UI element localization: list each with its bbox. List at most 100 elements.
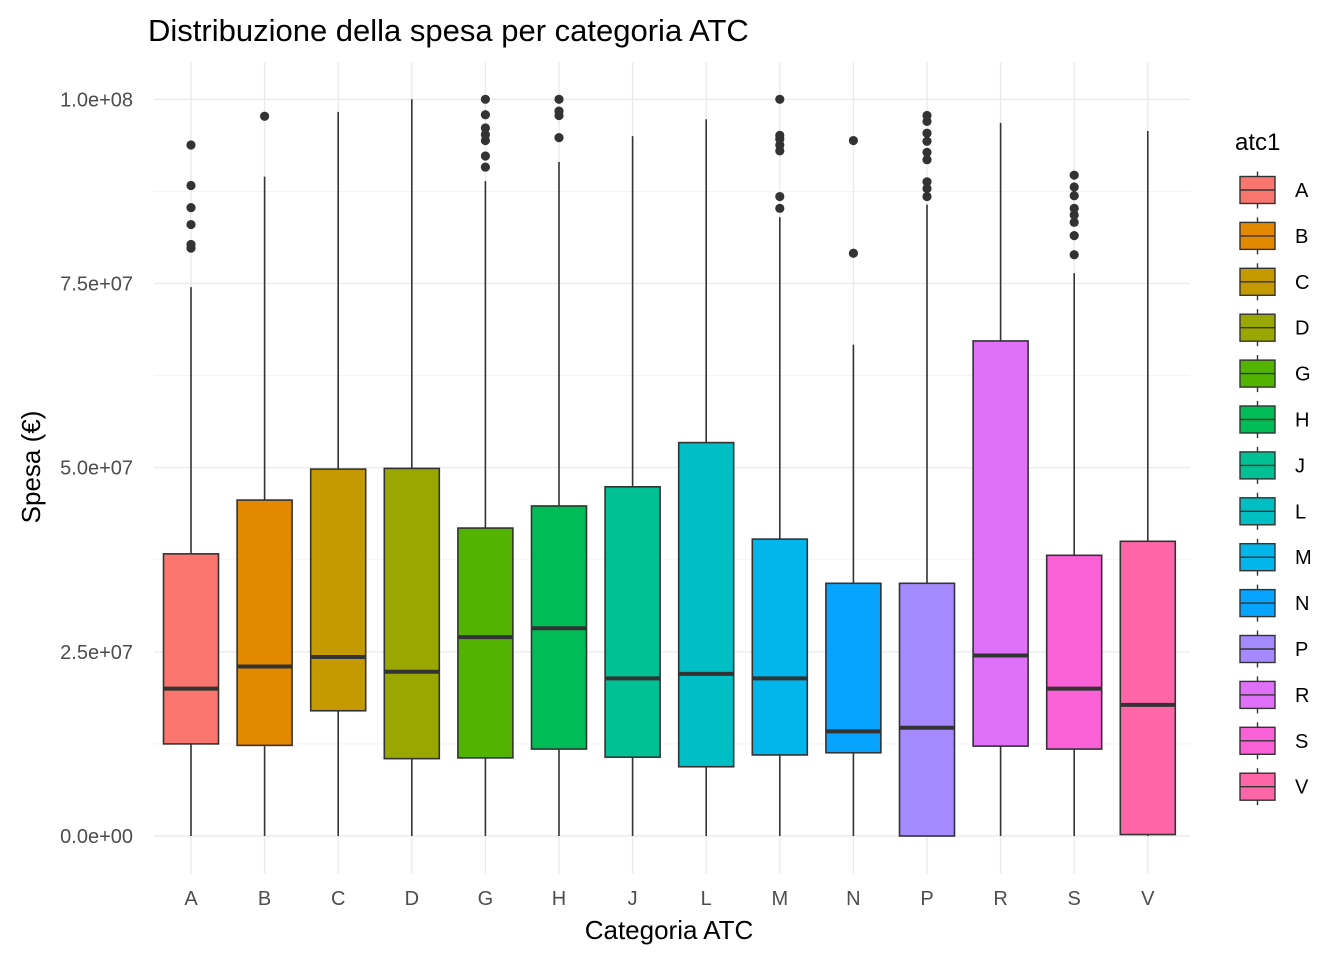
legend-item-S: S	[1239, 722, 1308, 760]
legend-item-A: A	[1239, 171, 1309, 209]
legend: A B C D G H J L M N P R S V	[1239, 171, 1312, 806]
x-tick-label: V	[1141, 888, 1155, 910]
legend-item-C: C	[1239, 263, 1309, 301]
box-rect	[162, 553, 220, 745]
outlier-point	[186, 140, 196, 150]
legend-item-B: B	[1239, 217, 1308, 255]
box-P	[898, 110, 956, 837]
box-rect	[457, 527, 514, 759]
box-J	[604, 136, 661, 836]
outlier-point	[480, 110, 490, 120]
y-tick-label: 5.0e+07	[60, 458, 133, 480]
box-rect	[604, 486, 661, 758]
outlier-point	[922, 128, 932, 138]
outlier-point	[186, 202, 196, 213]
outlier-point	[922, 155, 932, 165]
y-tick-label: 2.5e+07	[60, 642, 133, 664]
outlier-point	[260, 111, 270, 121]
x-tick-label: L	[701, 888, 712, 910]
outlier-point	[922, 177, 932, 187]
y-tick-label: 1.0e+08	[60, 89, 133, 111]
outlier-point	[922, 147, 932, 157]
outlier-point	[775, 203, 785, 213]
y-tick-label: 7.5e+07	[60, 273, 133, 295]
legend-item-J: J	[1239, 446, 1305, 484]
box-rect	[898, 582, 956, 837]
x-tick-label: S	[1068, 888, 1081, 910]
outlier-point	[1069, 210, 1079, 220]
legend-label: P	[1295, 639, 1308, 661]
box-rect	[236, 499, 293, 747]
x-tick-label: D	[405, 888, 419, 910]
legend-label: N	[1295, 593, 1309, 615]
outlier-point	[480, 94, 490, 104]
legend-label: G	[1295, 364, 1311, 386]
legend-label: M	[1295, 547, 1312, 569]
outlier-point	[922, 136, 932, 146]
y-axis-title: Spesa (€)	[16, 411, 46, 524]
box-rect	[1119, 540, 1177, 836]
box-rect	[1045, 554, 1103, 750]
legend-label: L	[1295, 501, 1306, 523]
outlier-point	[554, 94, 564, 104]
outlier-point	[1069, 250, 1079, 260]
legend-label: J	[1295, 455, 1305, 477]
outlier-point	[480, 162, 490, 172]
box-S	[1045, 170, 1103, 836]
legend-label: S	[1295, 731, 1308, 753]
outlier-point	[775, 94, 785, 104]
outlier-point	[480, 130, 490, 140]
box-rect	[825, 582, 882, 754]
box-rect	[677, 441, 735, 768]
legend-item-V: V	[1239, 768, 1309, 806]
box-L	[677, 119, 735, 836]
outlier-point	[775, 130, 785, 140]
outlier-point	[848, 248, 859, 258]
x-tick-label: G	[478, 888, 494, 910]
legend-label: B	[1295, 226, 1308, 248]
x-tick-label: A	[184, 888, 198, 910]
outlier-point	[1069, 191, 1079, 201]
outlier-point	[1069, 230, 1079, 241]
y-tick-label: 0.0e+00	[60, 826, 133, 848]
y-axis-ticks: 0.0e+00 2.5e+07 5.0e+07 7.5e+07 1.0e+08	[60, 89, 133, 848]
legend-item-L: L	[1239, 492, 1306, 530]
outlier-point	[1069, 217, 1079, 227]
legend-label: C	[1295, 272, 1309, 294]
legend-item-R: R	[1239, 676, 1309, 714]
outlier-point	[922, 110, 932, 121]
legend-item-D: D	[1239, 309, 1309, 347]
outlier-point	[1069, 182, 1079, 192]
x-tick-label: N	[846, 888, 860, 910]
outlier-point	[480, 151, 490, 161]
legend-item-N: N	[1239, 584, 1309, 622]
box-H	[530, 94, 588, 836]
outlier-point	[922, 191, 932, 202]
legend-label: V	[1295, 777, 1309, 799]
legend-title: atc1	[1235, 129, 1280, 156]
box-rect	[751, 538, 809, 756]
legend-item-H: H	[1239, 401, 1309, 438]
box-rect	[972, 340, 1029, 747]
outlier-point	[186, 219, 196, 230]
legend-label: H	[1295, 410, 1309, 432]
x-tick-label: P	[920, 888, 933, 910]
outlier-point	[554, 106, 564, 116]
chart-title: Distribuzione della spesa per categoria …	[148, 13, 749, 48]
outlier-point	[480, 123, 490, 133]
outlier-point	[922, 183, 932, 194]
x-tick-label: B	[258, 888, 271, 910]
box-G	[457, 94, 514, 836]
legend-item-M: M	[1239, 538, 1312, 576]
legend-item-P: P	[1239, 630, 1308, 668]
box-D	[383, 99, 441, 836]
x-tick-label: H	[552, 888, 566, 910]
x-tick-label: J	[628, 888, 638, 910]
x-axis-title: Categoria ATC	[585, 915, 754, 945]
box-R	[972, 122, 1029, 836]
outlier-point	[554, 133, 564, 143]
legend-label: A	[1295, 180, 1309, 202]
outlier-point	[186, 180, 196, 191]
outlier-point	[1069, 203, 1079, 213]
box-rect	[383, 467, 441, 760]
